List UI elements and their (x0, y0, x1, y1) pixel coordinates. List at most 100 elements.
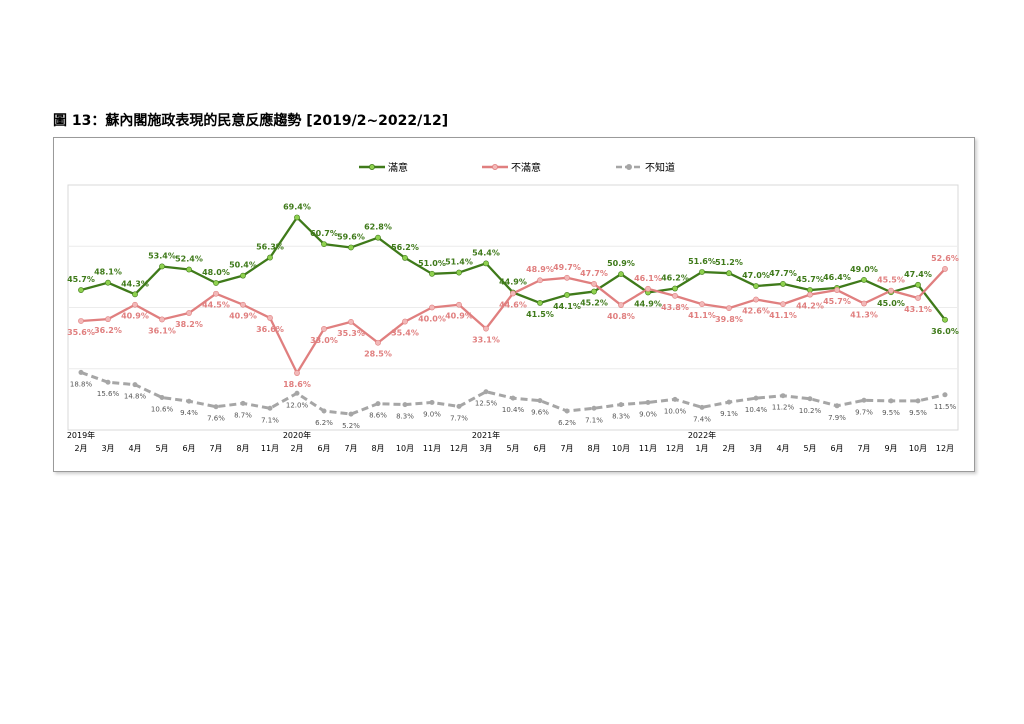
data-point (807, 396, 813, 402)
x-tick-label: 4月 (128, 444, 141, 453)
x-tick-label: 8月 (371, 444, 384, 453)
data-point (942, 316, 948, 323)
data-point (888, 398, 894, 404)
data-label: 40.9% (445, 312, 473, 321)
data-label: 49.0% (850, 265, 878, 274)
data-label: 48.9% (526, 265, 554, 274)
data-label: 7.9% (828, 414, 846, 422)
data-label: 42.6% (742, 307, 770, 316)
series-markers (78, 214, 948, 417)
data-point (726, 399, 732, 405)
data-label: 41.3% (850, 311, 878, 320)
data-point (753, 283, 759, 289)
data-point (510, 290, 516, 297)
data-label: 45.5% (877, 276, 905, 285)
data-point (456, 269, 462, 276)
data-label: 40.9% (121, 312, 149, 321)
data-label: 35.4% (391, 329, 419, 338)
x-tick-label: 12月 (936, 444, 954, 453)
x-tick-label: 12月 (666, 444, 684, 453)
data-point (348, 411, 354, 417)
data-labels: 45.7%48.1%44.3%53.4% 52.4%48.0%50.4%56.3%… (67, 202, 959, 430)
gridlines (68, 245, 958, 370)
data-point (240, 400, 246, 406)
data-label: 62.8% (364, 223, 392, 232)
data-point (564, 408, 570, 414)
x-tick-label: 11月 (261, 444, 279, 453)
x-tick-label: 8月 (236, 444, 249, 453)
data-label: 35.3% (337, 329, 365, 338)
data-point (402, 402, 408, 408)
data-point (591, 281, 597, 287)
data-label: 28.5% (364, 350, 392, 359)
data-point (861, 397, 867, 403)
data-label: 52.6% (931, 254, 959, 263)
data-point (456, 301, 462, 308)
data-point (132, 382, 138, 388)
data-point (186, 266, 192, 273)
data-label: 8.3% (396, 413, 414, 421)
data-point (699, 301, 705, 308)
data-point (132, 291, 138, 298)
data-label: 10.2% (799, 407, 822, 415)
data-label: 7.4% (693, 415, 711, 423)
x-tick-label: 5月 (155, 444, 168, 453)
data-point (429, 399, 435, 405)
data-label: 36.0% (931, 327, 959, 336)
data-label: 41.1% (688, 311, 716, 320)
x-tick-label: 10月 (909, 444, 927, 453)
data-label: 43.1% (904, 305, 932, 314)
data-point (780, 301, 786, 308)
data-point (564, 292, 570, 298)
data-point (591, 288, 597, 295)
data-label: 50.9% (607, 259, 635, 268)
data-point (753, 296, 759, 303)
x-year-label: 2022年 (688, 430, 716, 440)
data-label: 44.3% (121, 279, 149, 288)
data-label: 9.0% (423, 410, 441, 418)
data-point (483, 389, 489, 395)
data-point (159, 395, 165, 401)
legend-marker-2 (626, 163, 633, 170)
data-label: 9.1% (720, 410, 738, 418)
data-point (78, 369, 84, 375)
data-point (618, 302, 624, 308)
data-label: 45.7% (823, 297, 851, 306)
data-point (267, 315, 273, 321)
data-point (375, 234, 381, 241)
data-point (267, 405, 273, 411)
data-label: 51.0% (418, 259, 446, 268)
data-point (537, 277, 543, 284)
data-point (402, 254, 408, 261)
data-point (483, 260, 489, 267)
x-tick-label: 6月 (317, 444, 330, 453)
data-point (402, 318, 408, 325)
x-tick-label: 7月 (560, 444, 573, 453)
figure-title: 圖 13：蘇內閣施政表現的民意反應趨勢 [2019/2~2022/12] (53, 113, 449, 129)
chart-frame: 滿意 不滿意 不知道 45.7% 48.1% 44.3% 53.4% 52.4% 48.0% 5… (53, 137, 975, 472)
data-label: 48.1% (94, 268, 122, 277)
data-label: 18.8% (70, 380, 93, 388)
data-label: 33.1% (472, 336, 500, 345)
x-tick-label: 11月 (639, 444, 657, 453)
data-point (456, 403, 462, 409)
x-year-label: 2019年 (67, 430, 95, 440)
data-label: 44.9% (499, 277, 527, 286)
data-point (294, 390, 300, 396)
legend-marker-0 (368, 163, 375, 170)
data-label: 45.7% (67, 275, 95, 284)
data-point (105, 379, 111, 385)
data-point (375, 339, 381, 346)
data-point (132, 301, 138, 308)
x-tick-label: 3月 (479, 444, 492, 453)
data-label: 10.4% (502, 406, 525, 414)
data-label: 47.0% (742, 271, 770, 280)
data-label: 9.5% (882, 409, 900, 417)
data-point (429, 304, 435, 311)
data-label: 44.9% (634, 299, 662, 308)
legend-marker-1 (491, 163, 498, 170)
data-label: 33.0% (310, 336, 338, 345)
data-label: 45.7% (796, 275, 824, 284)
data-label: 15.6% (97, 390, 120, 398)
x-tick-label: 6月 (533, 444, 546, 453)
